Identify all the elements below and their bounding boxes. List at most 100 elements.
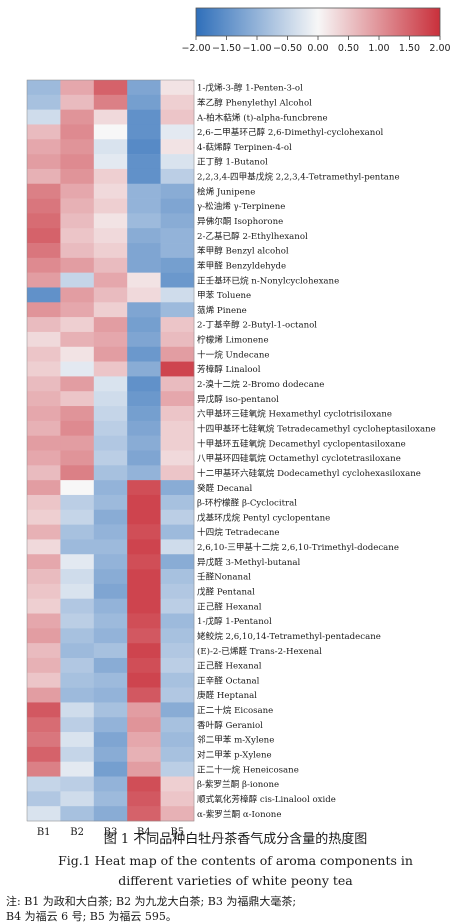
heatmap-cell [160, 791, 195, 807]
heatmap-cell [60, 213, 95, 229]
heatmap-cell [27, 198, 61, 214]
heatmap-cell [27, 94, 61, 110]
row-label: 十一烷 Undecane [197, 348, 269, 360]
heatmap-cell [160, 761, 195, 777]
heatmap-cell [60, 687, 95, 703]
heatmap-cell [93, 450, 128, 466]
row-label: 苯乙醇 Phenylethyl Alcohol [197, 96, 312, 108]
heatmap-cell [60, 272, 95, 288]
figure-caption-chinese: 图 1 不同品种白牡丹茶香气成分含量的热度图 [103, 832, 368, 847]
heatmap-cell [160, 628, 195, 644]
heatmap-cell [60, 746, 95, 763]
heatmap-cell [93, 657, 128, 674]
heatmap-cell [127, 391, 161, 407]
heatmap-cell [127, 406, 161, 422]
heatmap-cell [60, 302, 95, 318]
heatmap-cell [93, 717, 128, 733]
row-label: 2-乙基已醇 2-Ethylhexanol [197, 230, 308, 242]
row-label: 香叶醇 Geraniol [197, 719, 263, 731]
heatmap-cell [60, 539, 95, 555]
heatmap-cell [93, 791, 128, 807]
heatmap-cell [160, 717, 195, 733]
heatmap-cell [93, 243, 128, 259]
heatmap-cell [127, 302, 161, 318]
heatmap-cell [27, 717, 61, 733]
row-label: 异戊醇 iso-pentanol [197, 393, 279, 405]
heatmap-cell [60, 465, 95, 481]
row-label: 甲苯 Toluene [197, 289, 251, 301]
heatmap-cell [60, 509, 95, 525]
heatmap-cell [93, 420, 128, 436]
colorbar-tick-label: 2.00 [429, 43, 450, 54]
row-label: 对二甲苯 p-Xylene [197, 749, 272, 761]
row-label: 2,2,3,4-四甲基戊烷 2,2,3,4-Tetramethyl-pentan… [197, 171, 400, 183]
heatmap-cell [93, 302, 128, 318]
heatmap-cell [27, 80, 61, 96]
heatmap-cell [27, 643, 61, 659]
heatmap-cell [27, 791, 61, 807]
heatmap-cell [27, 287, 61, 303]
row-label: 苯甲醇 Benzyl alcohol [197, 245, 289, 257]
heatmap-cell [93, 94, 128, 110]
heatmap-cell [160, 257, 195, 273]
heatmap-cell [27, 687, 61, 703]
row-labels: 1-戊烯-3-醇 1-Penten-3-ol 苯乙醇 Phenylethyl Al… [196, 82, 436, 820]
row-label: (E)-2-已烯醛 Trans-2-Hexenal [197, 645, 322, 657]
heatmap-cell [60, 80, 95, 96]
heatmap-cell [160, 806, 195, 822]
heatmap-cell [60, 806, 95, 822]
heatmap-cell [93, 732, 128, 748]
row-label: 正丁醇 1-Butanol [197, 156, 268, 168]
heatmap-cell [160, 435, 195, 451]
colorbar-tick-label: 1.00 [368, 43, 389, 54]
heatmap-cell [160, 287, 195, 303]
heatmap-cell [27, 776, 61, 792]
heatmap-cell [93, 435, 128, 451]
heatmap-cell [93, 154, 128, 170]
heatmap-cell [93, 317, 128, 333]
heatmap-cell [127, 198, 161, 214]
row-label: 桧烯 Junipene [197, 185, 255, 197]
heatmap-cell [160, 687, 195, 703]
heatmap-cell [93, 643, 128, 659]
row-label: β-紫罗兰酮 β-ionone [197, 778, 279, 790]
heatmap-cell [93, 391, 128, 407]
heatmap-cell [127, 450, 161, 466]
heatmap-cell [127, 628, 161, 644]
colorbar-tick-label: −1.50 [212, 43, 241, 54]
colorbar-tick-label: 0.50 [338, 43, 359, 54]
heatmap-cell [127, 361, 161, 377]
heatmap-cell [60, 317, 95, 333]
heatmap-cell [127, 717, 161, 733]
heatmap-cell [93, 806, 128, 822]
heatmap-cell [93, 746, 128, 763]
heatmap-cell [60, 613, 95, 629]
colorbar-ticks: −2.00 −1.50 −1.00 −0.50 0.00 0.50 1.00 1.50 2.00 [181, 36, 451, 54]
heatmap-cell [93, 494, 128, 511]
heatmap-cell [93, 687, 128, 703]
colorbar-tick-label: −1.00 [242, 43, 271, 54]
heatmap-cell [60, 420, 95, 436]
heatmap-cell [127, 613, 161, 629]
heatmap-cell [27, 806, 61, 822]
heatmap-cell [127, 139, 161, 155]
heatmap-cell [160, 524, 195, 540]
heatmap-cell [127, 420, 161, 436]
heatmap-cell [60, 672, 95, 688]
heatmap-cell [93, 331, 128, 348]
heatmap-cell [160, 154, 195, 170]
heatmap-cell [27, 331, 61, 348]
heatmap-cell [127, 524, 161, 540]
heatmap-cell [27, 672, 61, 688]
heatmap-cell [60, 376, 95, 392]
heatmap-cell [160, 465, 195, 481]
heatmap-cell [127, 702, 161, 718]
heatmap-cell [93, 628, 128, 644]
heatmap-cell [60, 732, 95, 748]
heatmap-cell [160, 509, 195, 525]
heatmap-cell [27, 657, 61, 674]
heatmap-cell [127, 228, 161, 244]
heatmap-cell [93, 672, 128, 688]
heatmap-cell [160, 613, 195, 629]
heatmap-cell [27, 628, 61, 644]
